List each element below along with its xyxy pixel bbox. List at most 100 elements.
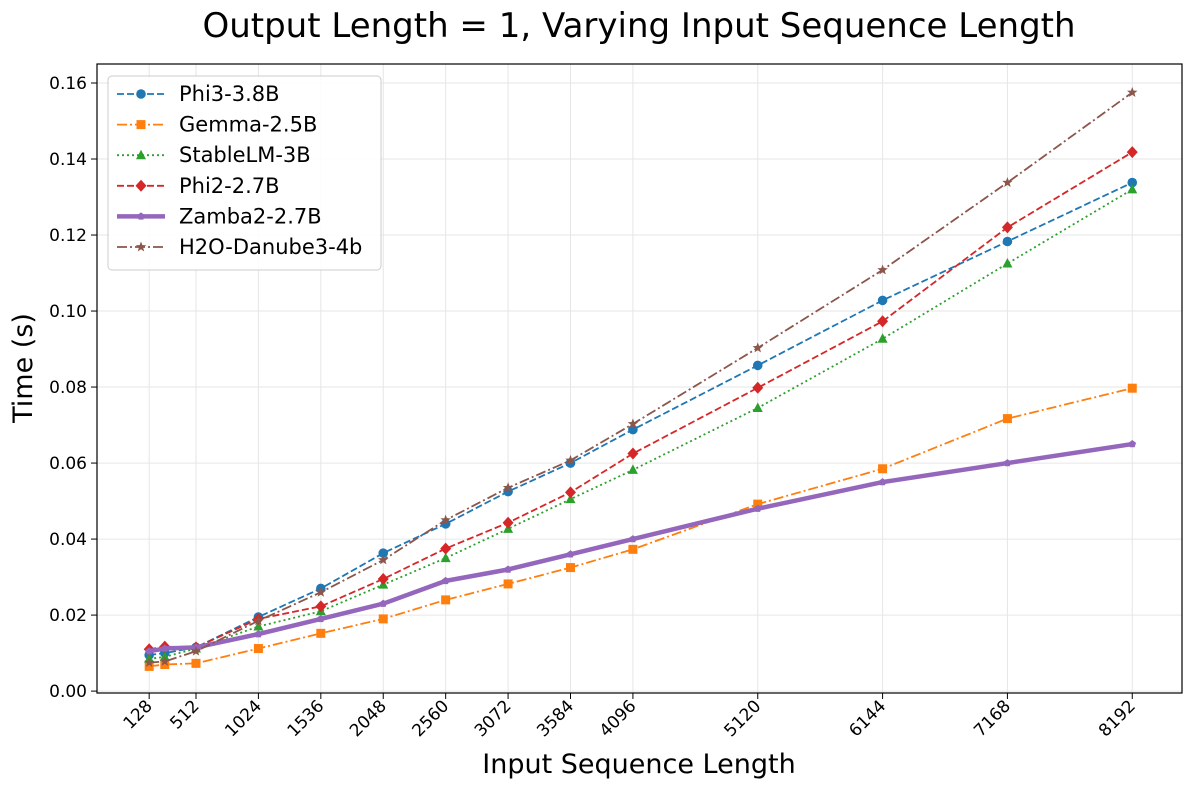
data-point-gemma-2-5b — [1002, 414, 1012, 424]
data-point-zamba2-2-7b — [1003, 459, 1012, 467]
data-point-gemma-2-5b — [191, 658, 201, 668]
grid-lines — [97, 64, 1182, 693]
plot-area-frame — [96, 63, 1183, 694]
legend-label: Gemma-2.5B — [179, 113, 317, 137]
legend-entry-stablelm-3b: StableLM-3B — [117, 143, 311, 167]
data-point-phi2-2-7b — [564, 486, 576, 499]
data-point-phi3-3-8b — [1002, 236, 1013, 247]
data-point-h2o-danube3-4b — [315, 586, 327, 597]
data-point-stablelm-3b — [877, 333, 888, 343]
data-point-h2o-danube3-4b — [877, 264, 888, 275]
data-point-h2o-danube3-4b — [440, 514, 451, 525]
data-point-phi2-2-7b — [440, 542, 452, 555]
data-point-gemma-2-5b — [160, 659, 170, 669]
legend-label: StableLM-3B — [179, 143, 311, 167]
y-tick-label: 0.04 — [49, 530, 87, 550]
data-point-gemma-2-5b — [878, 464, 888, 474]
x-tick-label: 512 — [166, 696, 203, 733]
series-line-phi3-3-8b — [149, 181, 1133, 656]
data-point-zamba2-2-7b — [254, 630, 263, 638]
x-tick-label: 5120 — [721, 696, 766, 741]
x-tick-label: 1536 — [284, 696, 329, 741]
x-axis-ticks: 128 512 1024 1536 2048 2560 3072 3584 4096 5120 61… — [120, 693, 1140, 741]
legend-box — [107, 75, 382, 271]
data-point-phi3-3-8b — [1127, 177, 1138, 188]
legend-marker — [135, 241, 147, 252]
series-line-gemma-2-5b — [149, 387, 1133, 668]
data-point-h2o-danube3-4b — [627, 418, 639, 429]
y-tick-label: 0.06 — [49, 454, 87, 474]
data-point-gemma-2-5b — [253, 644, 263, 654]
data-point-gemma-2-5b — [628, 544, 638, 554]
legend-entry-phi2-2-7b: Phi2-2.7B — [117, 174, 280, 198]
legend-entry-h2o-danube3-4b: H2O-Danube3-4b — [117, 235, 362, 259]
y-tick-label: 0.12 — [49, 226, 87, 246]
data-point-gemma-2-5b — [565, 563, 575, 573]
data-point-zamba2-2-7b — [566, 550, 575, 558]
data-point-gemma-2-5b — [503, 579, 513, 589]
legend: Phi3-3.8B Gemma-2.5B StableLM-3B Phi2-2.7B Z… — [107, 75, 382, 271]
data-point-phi3-3-8b — [378, 548, 389, 558]
data-point-zamba2-2-7b — [753, 504, 762, 512]
data-point-h2o-danube3-4b — [143, 657, 155, 668]
data-point-stablelm-3b — [1002, 258, 1013, 268]
y-tick-label: 0.16 — [49, 74, 87, 94]
data-point-h2o-danube3-4b — [1127, 87, 1138, 97]
data-point-h2o-danube3-4b — [378, 554, 389, 565]
data-point-h2o-danube3-4b — [502, 482, 514, 493]
x-tick-label: 128 — [120, 696, 157, 733]
legend-marker — [136, 120, 146, 130]
data-point-zamba2-2-7b — [145, 647, 153, 655]
data-point-gemma-2-5b — [441, 595, 451, 605]
legend-entry-zamba2-2-7b: Zamba2-2.7B — [117, 204, 322, 228]
data-point-stablelm-3b — [565, 493, 576, 504]
data-point-zamba2-2-7b — [317, 614, 325, 623]
y-tick-label: 0.00 — [49, 682, 87, 702]
data-point-stablelm-3b — [440, 552, 451, 563]
x-tick-label: 2560 — [408, 696, 453, 741]
x-tick-label: 7168 — [970, 696, 1015, 741]
x-axis-label: Input Sequence Length — [482, 749, 795, 780]
chart-title: Output Length = 1, Varying Input Sequenc… — [202, 6, 1075, 46]
legend-label: Phi2-2.7B — [179, 174, 280, 198]
y-axis-ticks: 0.00 0.02 0.04 0.06 0.08 0.10 0.12 0.14 0.16 — [49, 74, 97, 702]
legend-label: H2O-Danube3-4b — [179, 235, 362, 259]
legend-label: Phi3-3.8B — [179, 82, 280, 106]
legend-entry-gemma-2-5b: Gemma-2.5B — [117, 113, 317, 137]
data-point-zamba2-2-7b — [160, 644, 169, 652]
data-point-h2o-danube3-4b — [159, 655, 171, 666]
data-point-stablelm-3b — [1127, 183, 1138, 194]
y-tick-label: 0.08 — [49, 378, 87, 398]
y-axis-label: Time (s) — [8, 313, 39, 424]
legend-entries: Phi3-3.8B Gemma-2.5B StableLM-3B Phi2-2.7B Z… — [117, 82, 362, 259]
legend-marker — [137, 212, 145, 220]
y-tick-label: 0.02 — [49, 606, 87, 626]
data-point-phi3-3-8b — [628, 424, 638, 435]
y-tick-label: 0.14 — [49, 150, 87, 170]
data-point-phi2-2-7b — [377, 572, 389, 585]
data-point-zamba2-2-7b — [504, 565, 512, 573]
series-h2o-danube3-4b — [143, 87, 1138, 668]
data-point-phi2-2-7b — [627, 447, 639, 460]
data-point-gemma-2-5b — [144, 661, 154, 671]
series-layer — [143, 87, 1138, 671]
data-point-phi2-2-7b — [502, 516, 514, 529]
data-point-gemma-2-5b — [753, 499, 763, 509]
data-point-phi2-2-7b — [1126, 146, 1138, 159]
legend-marker — [136, 149, 146, 160]
legend-entry-phi3-3-8b: Phi3-3.8B — [117, 82, 280, 106]
x-tick-label: 3072 — [471, 696, 516, 741]
data-point-phi3-3-8b — [877, 295, 888, 306]
data-point-phi2-2-7b — [752, 381, 764, 394]
data-point-phi2-2-7b — [1001, 221, 1013, 234]
x-tick-label: 4096 — [596, 696, 641, 741]
data-point-gemma-2-5b — [316, 628, 326, 638]
data-point-h2o-danube3-4b — [565, 454, 576, 465]
data-point-phi2-2-7b — [315, 600, 327, 613]
y-tick-label: 0.10 — [49, 302, 87, 322]
series-phi2-2-7b — [143, 146, 1138, 656]
x-tick-label: 3584 — [533, 696, 578, 741]
legend-marker — [135, 179, 147, 192]
series-gemma-2-5b — [144, 383, 1137, 671]
data-point-zamba2-2-7b — [878, 478, 887, 486]
